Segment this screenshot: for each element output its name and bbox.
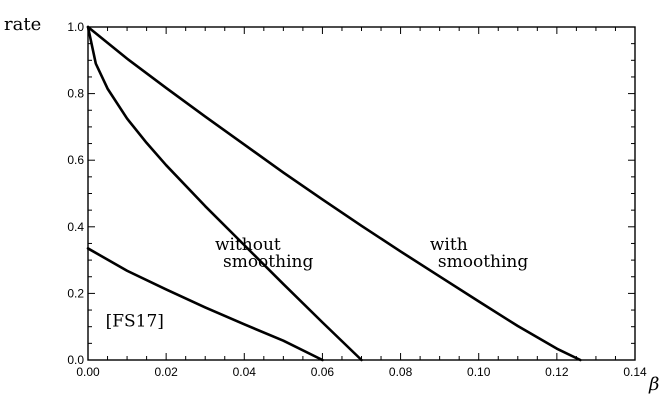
x-tick-label: 0.06 — [311, 365, 335, 379]
x-axis-title: β — [648, 374, 659, 395]
tick-labels: 0.00 0.02 0.04 0.06 0.08 0.10 0.12 0.14 0.0 0.2 0.… — [67, 20, 647, 379]
series-line — [86, 25, 582, 362]
y-axis-title: rate — [4, 14, 41, 35]
curve-annotation: smoothing — [223, 252, 313, 272]
y-tick-label: 0.6 — [67, 153, 84, 167]
data-series — [86, 25, 582, 362]
x-tick-label: 0.08 — [389, 365, 413, 379]
curve-annotation: [FS17] — [106, 312, 164, 332]
series-line — [86, 247, 324, 362]
x-tick-label: 0.14 — [623, 365, 647, 379]
y-tick-label: 0.8 — [67, 87, 84, 101]
y-tick-label: 0.2 — [67, 286, 84, 300]
y-tick-label: 0.0 — [67, 353, 84, 367]
curve-annotation: smoothing — [438, 252, 528, 272]
plot-frame — [87, 26, 636, 361]
y-tick-label: 0.4 — [67, 220, 84, 234]
series-line — [86, 25, 363, 362]
axis-ticks — [87, 26, 636, 361]
x-tick-label: 0.04 — [233, 365, 257, 379]
x-tick-label: 0.12 — [545, 365, 569, 379]
curve-annotation: without — [215, 235, 281, 255]
x-tick-label: 0.00 — [76, 365, 100, 379]
curve-annotation: with — [430, 235, 468, 255]
x-tick-label: 0.10 — [467, 365, 491, 379]
x-tick-label: 0.02 — [154, 365, 178, 379]
y-tick-label: 1.0 — [67, 20, 84, 34]
